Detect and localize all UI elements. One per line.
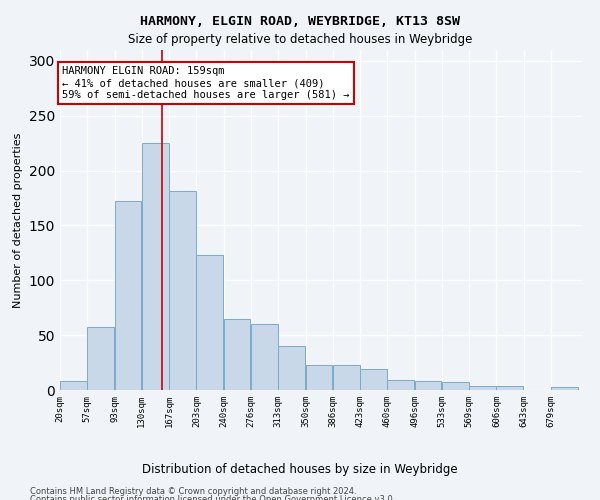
Bar [278, 346, 305, 390]
Bar [87, 328, 114, 390]
Bar [196, 255, 223, 390]
Bar [551, 386, 578, 390]
Bar [360, 369, 387, 390]
Bar [442, 382, 469, 390]
Bar [251, 324, 278, 390]
Bar [305, 365, 332, 390]
Bar [142, 143, 169, 390]
Text: HARMONY ELGIN ROAD: 159sqm
← 41% of detached houses are smaller (409)
59% of sem: HARMONY ELGIN ROAD: 159sqm ← 41% of deta… [62, 66, 350, 100]
Bar [496, 386, 523, 390]
Bar [469, 386, 496, 390]
Bar [388, 380, 414, 390]
Text: Size of property relative to detached houses in Weybridge: Size of property relative to detached ho… [128, 32, 472, 46]
Text: Distribution of detached houses by size in Weybridge: Distribution of detached houses by size … [142, 462, 458, 475]
Bar [115, 202, 141, 390]
Text: HARMONY, ELGIN ROAD, WEYBRIDGE, KT13 8SW: HARMONY, ELGIN ROAD, WEYBRIDGE, KT13 8SW [140, 15, 460, 28]
Bar [60, 381, 87, 390]
Bar [169, 192, 196, 390]
Y-axis label: Number of detached properties: Number of detached properties [13, 132, 23, 308]
Bar [333, 365, 359, 390]
Text: Contains public sector information licensed under the Open Government Licence v3: Contains public sector information licen… [30, 495, 395, 500]
Text: Contains HM Land Registry data © Crown copyright and database right 2024.: Contains HM Land Registry data © Crown c… [30, 488, 356, 496]
Bar [224, 318, 250, 390]
Bar [415, 381, 442, 390]
